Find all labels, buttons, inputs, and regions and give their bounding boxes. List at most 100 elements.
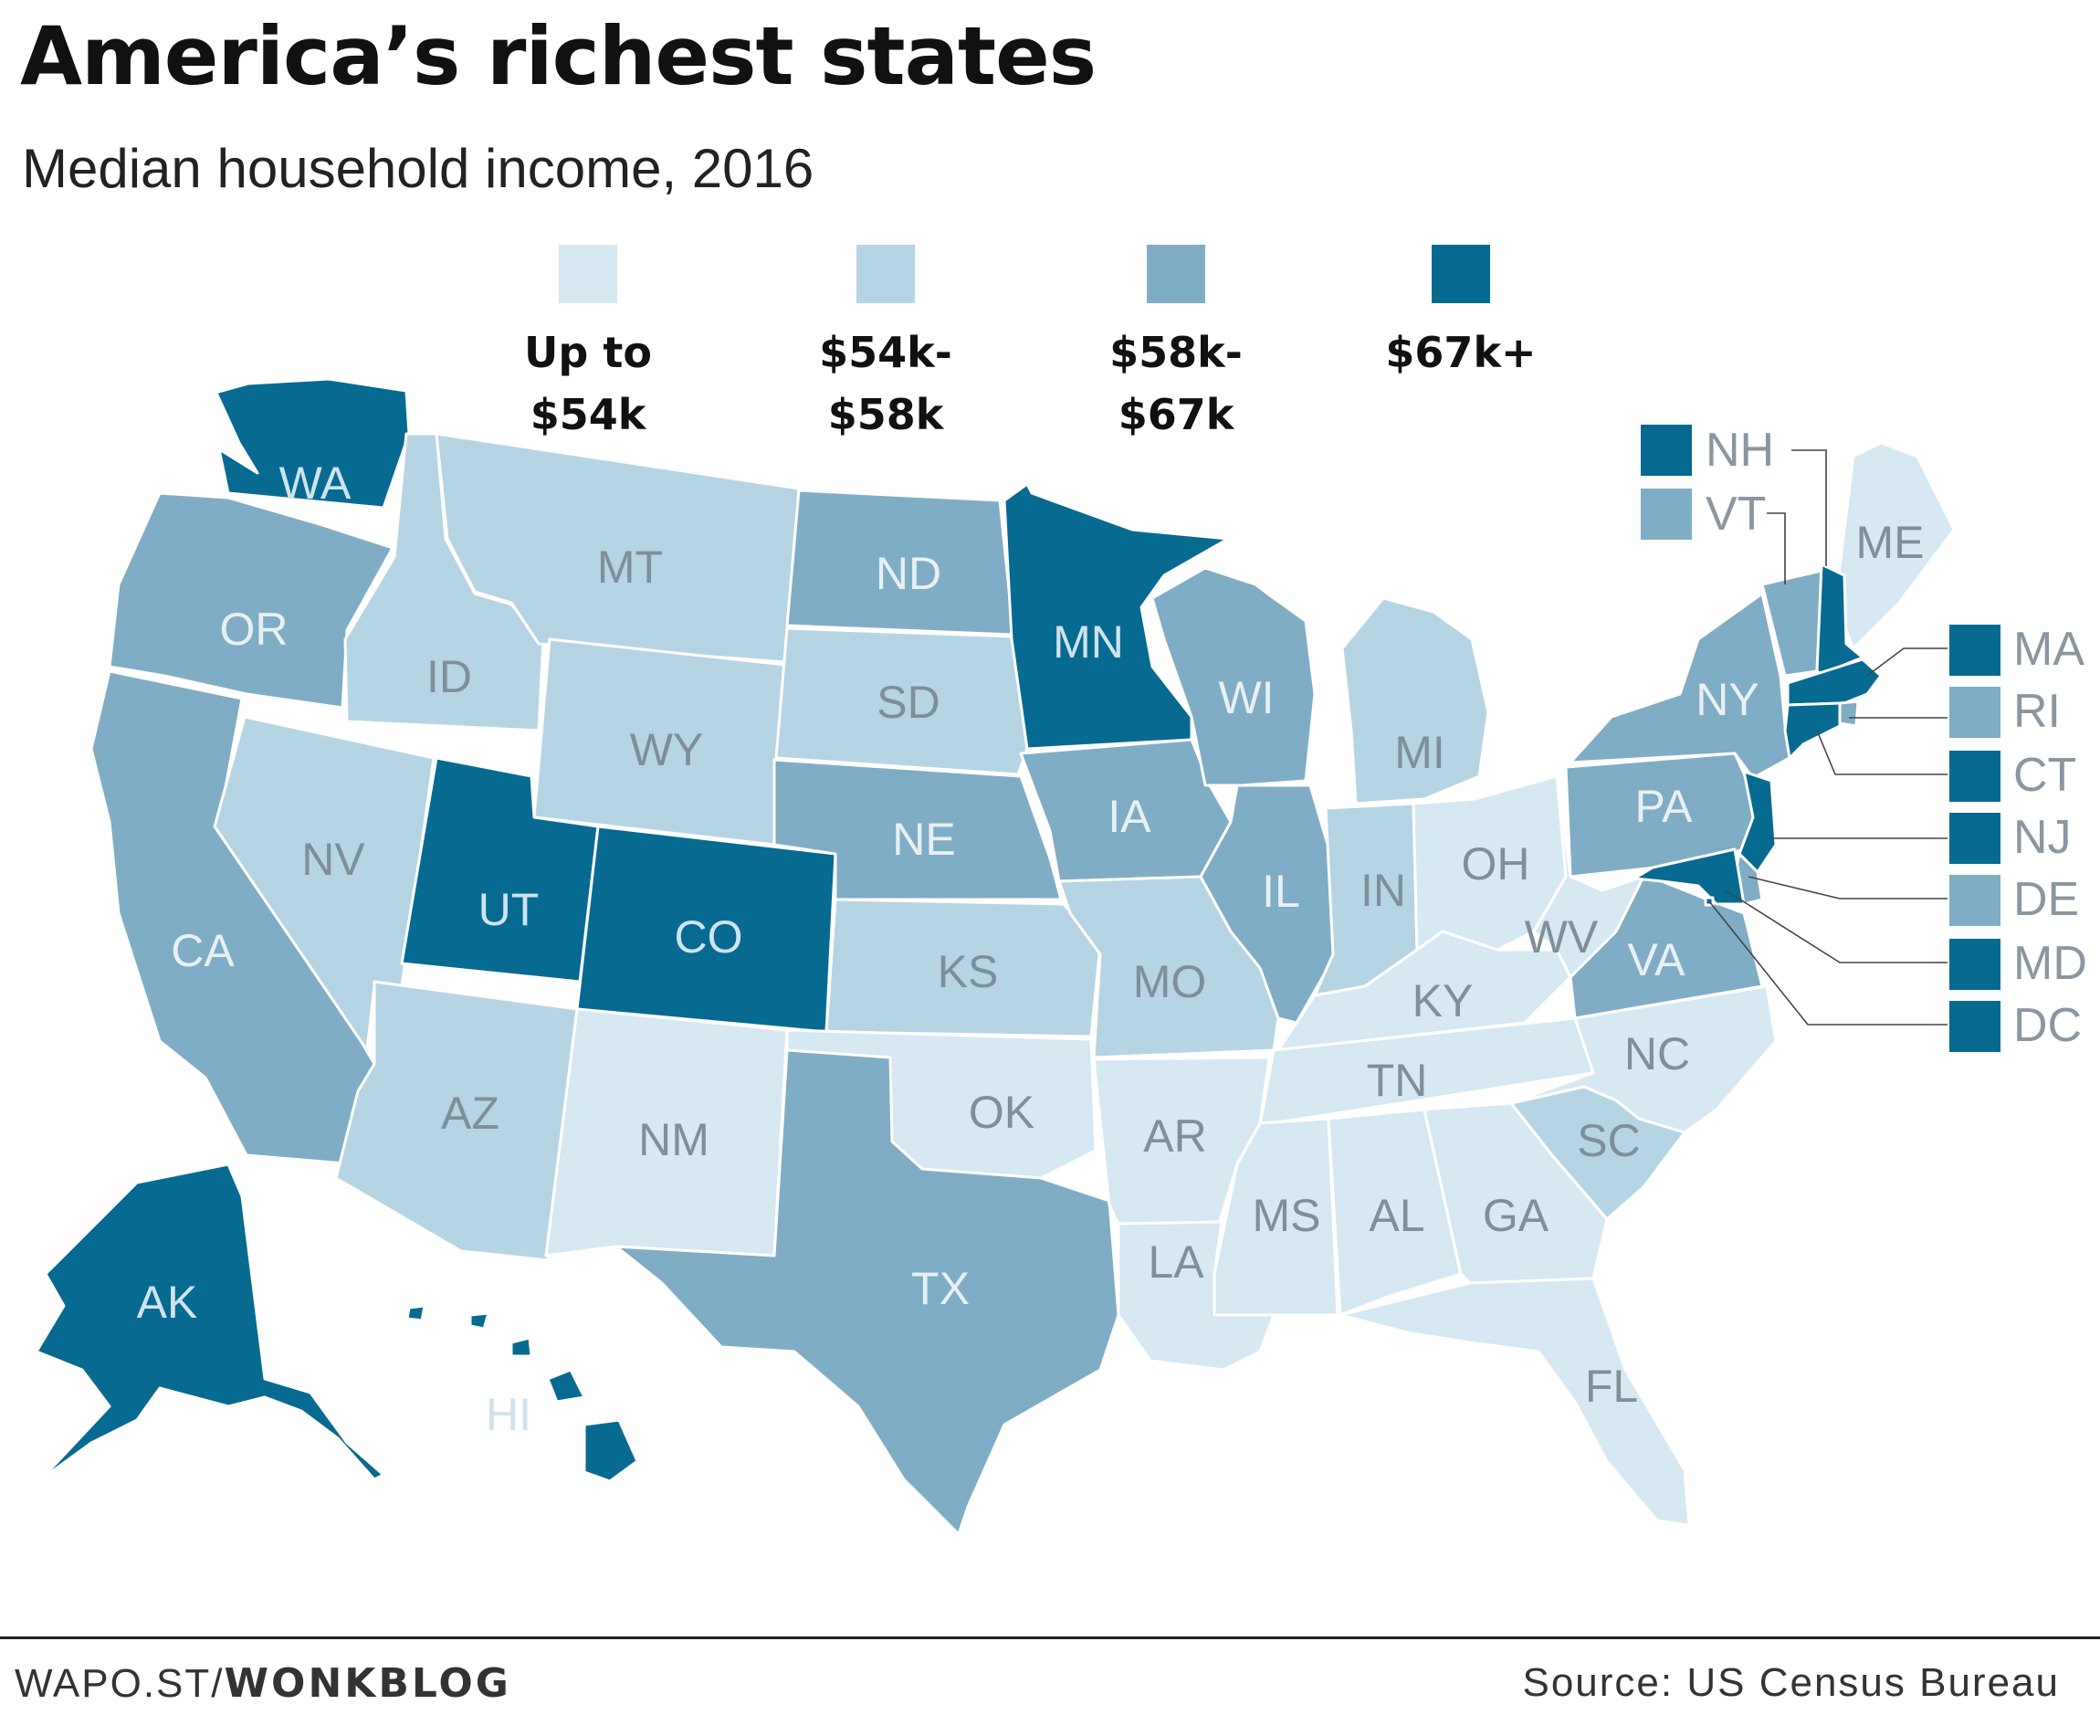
state-label-pa: PA: [1635, 781, 1694, 832]
state-tx[interactable]: [614, 1048, 1120, 1536]
state-md[interactable]: [1633, 847, 1746, 906]
callout-swatch-ct[interactable]: [1949, 751, 2000, 802]
legend-label: Up to $54k: [524, 328, 652, 439]
state-wa[interactable]: [181, 377, 411, 510]
states-layer: [35, 377, 1956, 1536]
state-label-il: IL: [1262, 866, 1300, 917]
callout-leader-nh: [1791, 449, 1827, 566]
callout-leader-ct: [1816, 730, 1948, 775]
state-label-nd: ND: [876, 548, 941, 599]
chart-title: America’s richest states: [20, 9, 1097, 103]
state-mi[interactable]: [1340, 596, 1490, 805]
state-nh[interactable]: [1815, 563, 1864, 676]
credit-brand: WONKBLOG: [224, 1660, 511, 1707]
callout-swatch-nj[interactable]: [1949, 813, 2000, 864]
legend-swatch: [1147, 245, 1205, 303]
state-label-mo: MO: [1133, 956, 1207, 1007]
state-label-or: OR: [220, 604, 289, 655]
legend-swatch: [856, 245, 915, 303]
callout-label-dc: DC: [2013, 999, 2082, 1052]
state-label-co: CO: [675, 911, 743, 963]
callout-swatch-md[interactable]: [1949, 939, 2000, 990]
state-label-ky: KY: [1412, 975, 1474, 1026]
state-label-wa: WA: [279, 458, 352, 509]
state-label-mn: MN: [1053, 616, 1124, 668]
state-label-wi: WI: [1218, 672, 1274, 723]
state-or[interactable]: [108, 491, 394, 710]
callout-label-nj: NJ: [2013, 811, 2072, 864]
callout-label-ct: CT: [2013, 749, 2076, 802]
state-label-ny: NY: [1696, 674, 1759, 725]
callout-leader-ma: [1866, 647, 1948, 677]
state-label-ak: AK: [137, 1277, 198, 1328]
credit-line[interactable]: WAPO.ST/WONKBLOG: [15, 1660, 511, 1707]
callout-leader-de: [1748, 876, 1948, 900]
legend-label: $54k- $58k: [819, 328, 952, 439]
state-al[interactable]: [1327, 1108, 1463, 1317]
state-label-me: ME: [1856, 517, 1925, 568]
state-label-az: AZ: [441, 1088, 499, 1139]
state-label-nc: NC: [1624, 1028, 1690, 1079]
callout-swatch-dc[interactable]: [1949, 1001, 2000, 1052]
state-fl[interactable]: [1339, 1277, 1691, 1527]
callout-swatch-ri[interactable]: [1949, 687, 2000, 738]
footer-divider: [0, 1636, 2100, 1639]
state-label-sd: SD: [877, 677, 940, 728]
state-ny[interactable]: [1569, 592, 1791, 780]
state-labels-layer: WA OR CA ID NV MT WY UT CO AZ NM ND SD NE KS OK TX MN IA MO…: [137, 458, 1925, 1440]
state-label-ia: IA: [1108, 791, 1151, 842]
callout-label-de: DE: [2013, 873, 2079, 926]
state-label-la: LA: [1148, 1236, 1204, 1288]
state-label-wy: WY: [630, 724, 704, 775]
state-label-ar: AR: [1143, 1110, 1206, 1162]
callout-swatch-nh[interactable]: [1641, 425, 1692, 476]
state-nc[interactable]: [1509, 984, 1778, 1134]
callout-leader-vt: [1767, 512, 1786, 584]
legend-label: $67k+: [1385, 328, 1537, 377]
state-il[interactable]: [1199, 784, 1335, 1025]
state-ar[interactable]: [1092, 1056, 1271, 1226]
state-label-ne: NE: [892, 814, 955, 865]
callout-swatch-ma[interactable]: [1949, 625, 2000, 676]
source-note: Source: US Census Bureau: [1522, 1660, 2060, 1705]
state-wv[interactable]: [1532, 774, 1645, 979]
state-label-sc: SC: [1577, 1115, 1640, 1166]
legend-item-58k-67k: $58k- $67k: [1030, 245, 1322, 446]
callout-label-ma: MA: [2013, 623, 2084, 676]
state-label-nv: NV: [301, 834, 365, 885]
callout-swatch-vt[interactable]: [1641, 489, 1692, 540]
callout-label-ri: RI: [2013, 685, 2061, 738]
legend-item-54k-58k: $54k- $58k: [740, 245, 1032, 446]
state-label-wv: WV: [1525, 911, 1599, 963]
state-ct[interactable]: [1783, 701, 1842, 760]
state-mn[interactable]: [1003, 482, 1230, 751]
credit-prefix: WAPO.ST/: [15, 1661, 225, 1706]
state-label-mi: MI: [1394, 727, 1445, 778]
state-la[interactable]: [1117, 1220, 1289, 1372]
callout-label-vt: VT: [1706, 488, 1766, 541]
state-ks[interactable]: [824, 898, 1102, 1038]
state-ri[interactable]: [1838, 700, 1860, 728]
state-ak[interactable]: [35, 1163, 385, 1481]
state-label-al: AL: [1369, 1190, 1424, 1241]
state-label-fl: FL: [1585, 1361, 1638, 1412]
callout-label-md: MD: [2013, 937, 2087, 990]
chart-subtitle: Median household income, 2016: [22, 138, 814, 199]
state-label-ok: OK: [969, 1087, 1034, 1138]
state-label-ks: KS: [938, 946, 999, 997]
state-wi[interactable]: [1150, 566, 1317, 787]
state-label-in: IN: [1360, 865, 1406, 916]
callout-swatch-de[interactable]: [1949, 875, 2000, 926]
state-me[interactable]: [1833, 441, 1956, 650]
state-label-ut: UT: [478, 884, 540, 935]
state-label-mt: MT: [597, 542, 663, 593]
callout-label-nh: NH: [1706, 424, 1774, 477]
state-label-hi: HI: [486, 1389, 531, 1440]
state-hi[interactable]: [405, 1304, 639, 1483]
state-label-tn: TN: [1367, 1055, 1428, 1106]
northeast-callouts: NH VT MA RI CT NJ DE MD DC: [1641, 424, 2087, 1052]
state-ne[interactable]: [772, 758, 1063, 901]
state-label-tx: TX: [911, 1263, 970, 1314]
legend-item-67k-plus: $67k+: [1315, 245, 1607, 384]
